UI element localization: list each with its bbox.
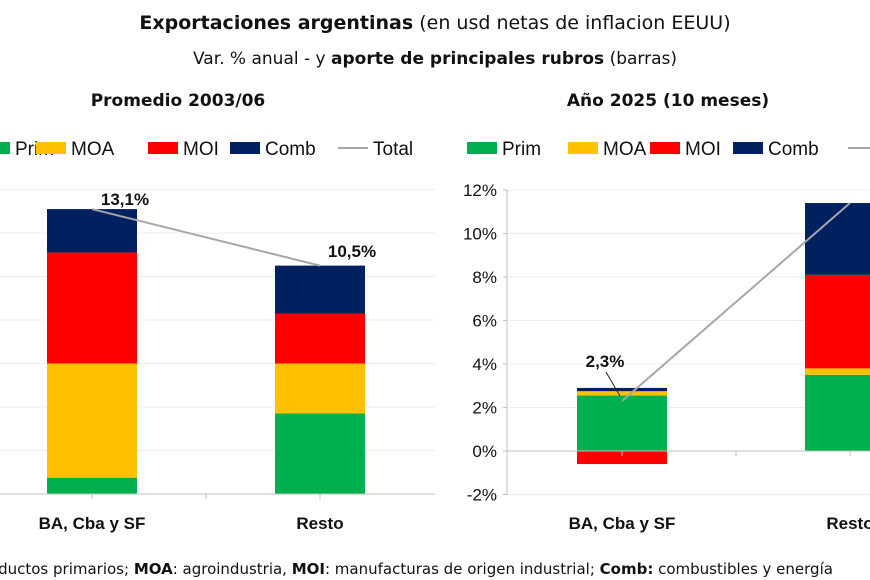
footnote-segment: MOI [292, 560, 325, 578]
total-line [621, 202, 851, 402]
y-tick-label: 0% [472, 442, 497, 461]
bar-comb [47, 209, 137, 253]
bar-moi [47, 252, 137, 364]
bar-moa [47, 363, 137, 478]
bar-prim [275, 413, 365, 494]
footnote-segment: MOA [134, 560, 173, 578]
bar-prim [577, 395, 667, 451]
footnote-segment: Prim: productos primarios; [0, 560, 134, 578]
bar-moi [805, 274, 870, 369]
legend-swatch-prim [467, 142, 497, 154]
bar-prim [805, 374, 870, 451]
legend-label-comb: Comb [265, 139, 316, 160]
total-line [91, 208, 321, 267]
legend-label-prim: Prim [502, 139, 541, 160]
total-data-label: 10,5% [328, 242, 376, 261]
bar-moa [275, 363, 365, 414]
legend-swatch-comb [733, 142, 763, 154]
legend-swatch-moi [650, 142, 680, 154]
x-category-label: Resto [826, 514, 870, 533]
legend-swatch-comb [230, 142, 260, 154]
bar-moa [577, 391, 667, 396]
total-data-label: 13,1% [101, 190, 149, 209]
bar-comb [577, 387, 667, 392]
footnote: Prim: productos primarios; MOA: agroindu… [0, 560, 833, 578]
left-panel-title: Promedio 2003/06 [91, 91, 266, 111]
x-category-label: Resto [296, 514, 343, 533]
legend-label-moa: MOA [71, 139, 115, 160]
legend-swatch-prim [0, 142, 10, 154]
legend-label-comb: Comb [768, 139, 819, 160]
footnote-segment: Comb: [600, 560, 654, 578]
right-panel-title: Año 2025 (10 meses) [567, 91, 769, 111]
legend-label-moa: MOA [603, 139, 647, 160]
y-tick-label: 2% [472, 399, 497, 418]
bar-prim [47, 477, 137, 494]
legend-swatch-moa [568, 142, 598, 154]
legend-swatch-moi [148, 142, 178, 154]
bar-comb [275, 265, 365, 314]
y-tick-label: 12% [463, 181, 497, 200]
chart-subtitle: Var. % anual - y aporte de principales r… [193, 49, 677, 69]
x-category-label: BA, Cba y SF [39, 514, 146, 533]
footnote-segment: : agroindustria, [173, 560, 292, 578]
bar-moa [805, 368, 870, 375]
y-tick-label: 10% [463, 225, 497, 244]
legend-label-total: Total [373, 139, 413, 160]
data-label-leader [605, 371, 621, 397]
y-tick-label: -2% [467, 486, 497, 505]
x-category-label: BA, Cba y SF [569, 514, 676, 533]
legend-label-moi: MOI [685, 139, 721, 160]
y-tick-label: 6% [472, 312, 497, 331]
bar-moi [577, 451, 667, 465]
total-data-label: 2,3% [586, 352, 625, 371]
chart-title: Exportaciones argentinas (en usd netas d… [139, 12, 730, 34]
bar-moi [275, 313, 365, 364]
y-tick-label: 8% [472, 268, 497, 287]
legend-label-moi: MOI [183, 139, 219, 160]
y-tick-label: 4% [472, 355, 497, 374]
legend-swatch-moa [36, 142, 66, 154]
footnote-segment: : manufacturas de origen industrial; [325, 560, 600, 578]
footnote-segment: combustibles y energía [653, 560, 833, 578]
